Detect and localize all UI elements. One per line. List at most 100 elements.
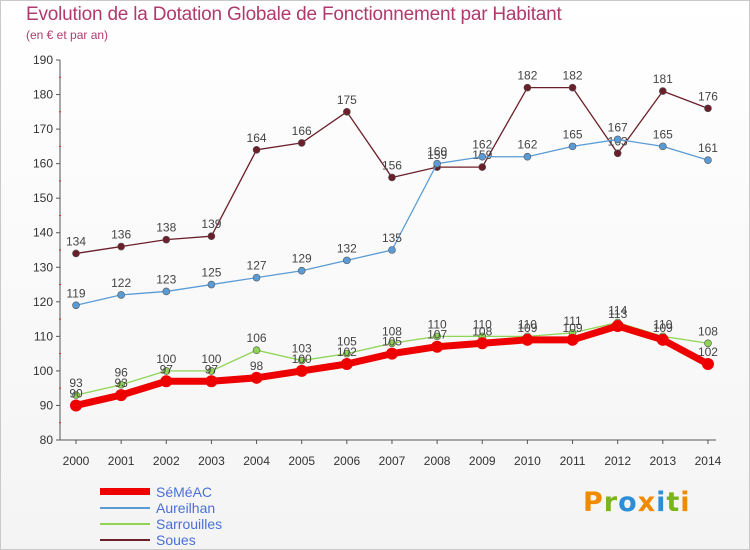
data-label-s-m-ac-2014: 102 bbox=[698, 345, 718, 359]
data-label-sarrouilles-2011: 111 bbox=[563, 314, 582, 328]
proxiti-logo: Proxiti bbox=[583, 487, 691, 518]
data-label-soues-2007: 156 bbox=[382, 158, 402, 172]
point-s-m-ac-2003 bbox=[205, 375, 218, 388]
data-label-aureilhan-2001: 122 bbox=[111, 276, 131, 290]
x-tick-label-2012: 2012 bbox=[604, 454, 631, 468]
x-tick-label-2002: 2002 bbox=[153, 454, 180, 468]
data-label-soues-2000: 134 bbox=[66, 234, 86, 248]
point-s-m-ac-2013 bbox=[656, 333, 669, 346]
point-soues-2012 bbox=[613, 149, 622, 158]
data-label-sarrouilles-2014: 108 bbox=[698, 324, 718, 338]
data-label-soues-2002: 138 bbox=[156, 221, 176, 235]
data-label-aureilhan-2012: 167 bbox=[608, 120, 628, 134]
point-soues-2000 bbox=[72, 249, 80, 258]
point-s-m-ac-2011 bbox=[566, 333, 579, 346]
point-soues-2014 bbox=[704, 104, 712, 113]
x-tick-label-2004: 2004 bbox=[243, 454, 270, 468]
data-label-s-m-ac-2004: 98 bbox=[250, 359, 264, 373]
point-soues-2003 bbox=[207, 232, 216, 240]
legend: SéMéAC Aureilhan Sarrouilles Soues bbox=[100, 484, 300, 548]
data-label-sarrouilles-2012: 114 bbox=[608, 304, 627, 318]
data-label-aureilhan-2014: 161 bbox=[698, 141, 718, 155]
y-tick-label-110: 110 bbox=[34, 329, 53, 343]
point-soues-2007 bbox=[388, 173, 396, 182]
data-label-s-m-ac-2011: 109 bbox=[563, 321, 583, 335]
data-label-sarrouilles-2009: 110 bbox=[473, 317, 492, 331]
data-label-s-m-ac-2013: 109 bbox=[653, 321, 673, 335]
data-label-soues-2001: 136 bbox=[111, 228, 131, 242]
point-aureilhan-2006 bbox=[343, 256, 351, 265]
data-label-aureilhan-2004: 127 bbox=[247, 259, 267, 273]
point-aureilhan-2004 bbox=[252, 273, 261, 282]
point-soues-2009 bbox=[478, 163, 487, 171]
data-label-aureilhan-2013: 165 bbox=[653, 127, 673, 141]
data-label-aureilhan-2006: 132 bbox=[337, 241, 357, 255]
x-tick-label-2003: 2003 bbox=[198, 454, 225, 468]
y-tick-label-150: 150 bbox=[33, 191, 53, 205]
line-chart: 80 90 100 110 120 130 140 150 160 170 180 190 2000 20… bbox=[33, 53, 722, 468]
data-label-soues-2005: 166 bbox=[292, 124, 312, 138]
point-sarrouilles-2004 bbox=[252, 346, 261, 354]
data-label-s-m-ac-2001: 93 bbox=[114, 376, 128, 390]
point-s-m-ac-2014 bbox=[701, 358, 714, 370]
point-sarrouilles-2014 bbox=[704, 339, 712, 348]
point-s-m-ac-2009 bbox=[476, 337, 489, 350]
point-sarrouilles-2000 bbox=[72, 391, 80, 399]
point-s-m-ac-2001 bbox=[115, 389, 128, 402]
legend-label-soues: Soues bbox=[156, 532, 196, 548]
legend-swatch-sarrouilles bbox=[100, 523, 150, 525]
data-label-aureilhan-2007: 135 bbox=[382, 231, 402, 245]
data-label-s-m-ac-2002: 97 bbox=[160, 362, 174, 376]
point-soues-2006 bbox=[343, 108, 351, 116]
chart-title: Evolution de la Dotation Globale de Fonc… bbox=[26, 4, 562, 25]
point-s-m-ac-2010 bbox=[521, 333, 534, 346]
point-s-m-ac-2004 bbox=[250, 371, 263, 384]
data-label-s-m-ac-2005: 100 bbox=[292, 352, 312, 366]
data-label-s-m-ac-2008: 107 bbox=[427, 328, 447, 342]
data-label-soues-2013: 181 bbox=[653, 72, 673, 86]
point-soues-2004 bbox=[252, 146, 261, 154]
point-aureilhan-2002 bbox=[162, 287, 171, 296]
point-s-m-ac-2007 bbox=[385, 347, 398, 360]
y-tick-label-170: 170 bbox=[33, 122, 53, 136]
x-tick-label-2009: 2009 bbox=[469, 454, 496, 468]
data-label-sarrouilles-2000: 93 bbox=[69, 376, 83, 390]
data-label-s-m-ac-2006: 102 bbox=[337, 345, 357, 359]
legend-item-s-m-ac: SéMéAC bbox=[100, 484, 300, 500]
data-label-s-m-ac-2010: 109 bbox=[517, 321, 537, 335]
data-label-sarrouilles-2013: 110 bbox=[653, 317, 672, 331]
point-sarrouilles-2006 bbox=[343, 349, 351, 358]
data-label-aureilhan-2009: 162 bbox=[472, 138, 492, 152]
point-s-m-ac-2000 bbox=[70, 399, 82, 412]
point-sarrouilles-2005 bbox=[297, 356, 306, 365]
y-tick-label-180: 180 bbox=[33, 88, 53, 102]
point-s-m-ac-2006 bbox=[340, 358, 353, 370]
x-tick-label-2007: 2007 bbox=[379, 454, 406, 468]
y-tick-label-130: 130 bbox=[33, 260, 53, 274]
x-tick-label-2005: 2005 bbox=[288, 454, 315, 468]
data-label-sarrouilles-2005: 103 bbox=[292, 342, 312, 356]
point-aureilhan-2001 bbox=[117, 291, 125, 299]
y-tick-label-120: 120 bbox=[33, 295, 53, 309]
point-s-m-ac-2002 bbox=[160, 375, 173, 388]
data-label-s-m-ac-2007: 105 bbox=[382, 335, 402, 349]
x-tick-label-2014: 2014 bbox=[695, 454, 722, 468]
data-label-soues-2004: 164 bbox=[247, 131, 267, 145]
point-soues-2010 bbox=[523, 83, 532, 92]
data-label-aureilhan-2000: 119 bbox=[66, 286, 85, 300]
data-label-sarrouilles-2004: 106 bbox=[247, 331, 267, 345]
data-label-soues-2011: 182 bbox=[563, 69, 583, 83]
point-soues-2011 bbox=[568, 83, 577, 92]
point-s-m-ac-2005 bbox=[295, 364, 308, 377]
y-tick-label-160: 160 bbox=[33, 157, 53, 171]
point-soues-2005 bbox=[297, 139, 306, 147]
y-tick-label-140: 140 bbox=[33, 226, 53, 240]
legend-swatch-s-m-ac bbox=[100, 488, 150, 495]
point-soues-2013 bbox=[659, 87, 667, 95]
legend-item-aureilhan: Aureilhan bbox=[100, 500, 300, 516]
point-aureilhan-2009 bbox=[478, 152, 487, 161]
data-label-s-m-ac-2003: 97 bbox=[205, 362, 219, 376]
data-label-sarrouilles-2006: 105 bbox=[337, 335, 357, 349]
x-tick-label-2006: 2006 bbox=[333, 454, 360, 468]
